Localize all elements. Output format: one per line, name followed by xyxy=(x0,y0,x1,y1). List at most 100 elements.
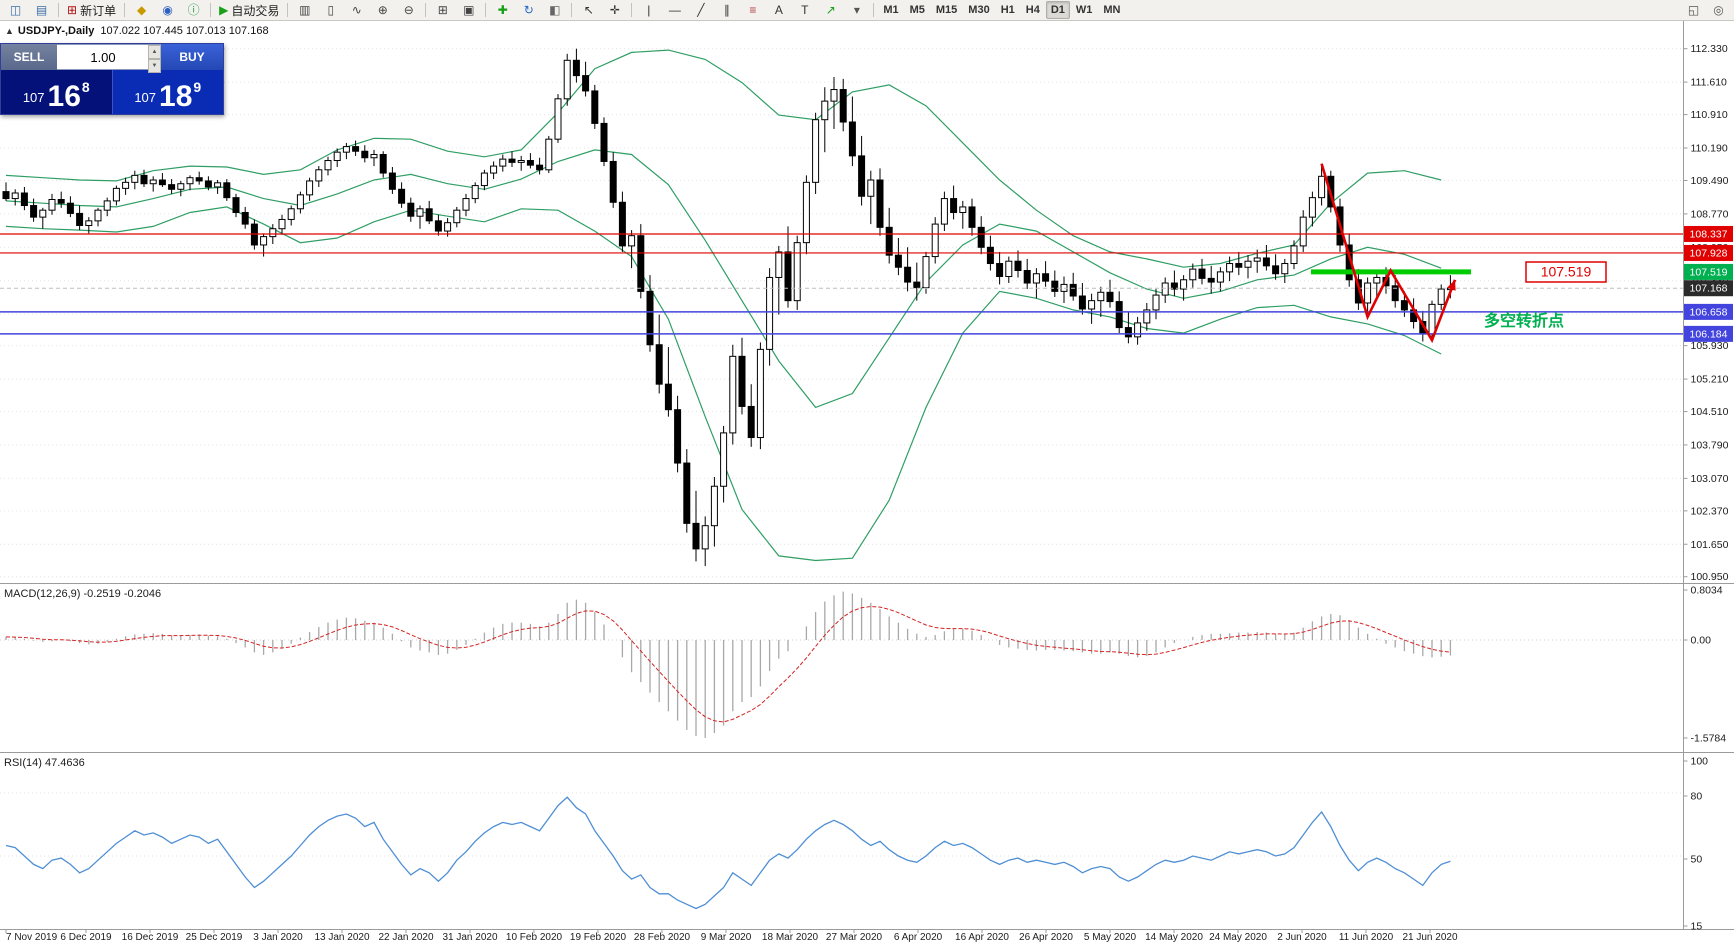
arrows-icon[interactable]: ↗ xyxy=(818,0,843,20)
chart-canvas[interactable]: 107.519 多空转折点 112.330 111.610 110.910 110.190… xyxy=(0,21,1734,945)
svg-text:3 Jan 2020: 3 Jan 2020 xyxy=(253,932,303,943)
price-tag-106.658: 106.658 xyxy=(1684,303,1733,320)
timeframe-d1[interactable]: D1 xyxy=(1045,1,1070,19)
terminal-icon: ⓘ xyxy=(187,3,200,17)
svg-text:0.00: 0.00 xyxy=(1691,635,1712,647)
new-chart-icon[interactable]: ◫ xyxy=(3,0,28,20)
toolbar-separator xyxy=(287,3,289,17)
fibonacci-icon[interactable]: ≡ xyxy=(740,0,765,20)
svg-text:9 Mar 2020: 9 Mar 2020 xyxy=(701,932,752,943)
horizontal-lines[interactable] xyxy=(0,233,1684,335)
bar-chart-icon[interactable]: ▥ xyxy=(292,0,317,20)
svg-text:16 Dec 2019: 16 Dec 2019 xyxy=(122,932,179,943)
svg-text:108.770: 108.770 xyxy=(1691,208,1729,220)
svg-text:26 Apr 2020: 26 Apr 2020 xyxy=(1019,932,1073,943)
cursor-icon[interactable]: ↖ xyxy=(576,0,601,20)
sell-button[interactable]: SELL xyxy=(1,44,57,70)
timeframe-w1[interactable]: W1 xyxy=(1075,4,1093,16)
svg-text:19 Feb 2020: 19 Feb 2020 xyxy=(570,932,627,943)
price-grid xyxy=(0,48,1684,578)
profiles-icon[interactable]: ▤ xyxy=(29,0,54,20)
period-cycle-icon: ↻ xyxy=(523,3,534,17)
tile-windows-icon[interactable]: ⊞ xyxy=(430,0,455,20)
new-chart-icon: ◫ xyxy=(9,3,22,17)
macd-panel: MACD(12,26,9) -0.2519 -0.2046 0.8034 0.00 -… xyxy=(0,583,1727,753)
svg-text:107.519: 107.519 xyxy=(1541,264,1592,280)
svg-text:24 May 2020: 24 May 2020 xyxy=(1209,932,1267,943)
timeframe-mn[interactable]: MN xyxy=(1103,4,1121,16)
svg-text:25 Dec 2019: 25 Dec 2019 xyxy=(186,932,243,943)
cascade-windows-icon[interactable]: ▣ xyxy=(456,0,481,20)
timeframe-h1[interactable]: H1 xyxy=(1000,4,1015,16)
svg-text:10 Feb 2020: 10 Feb 2020 xyxy=(506,932,563,943)
svg-text:15: 15 xyxy=(1691,921,1703,933)
cursor-icon: ↖ xyxy=(583,3,594,17)
navigator-icon[interactable]: ◉ xyxy=(155,0,180,20)
volume-input[interactable] xyxy=(57,45,161,69)
svg-text:107.928: 107.928 xyxy=(1690,247,1728,259)
candlestick-chart-icon: ▯ xyxy=(327,3,335,17)
templates-icon: ◧ xyxy=(549,3,561,17)
volume-up-icon[interactable]: ▲ xyxy=(148,45,161,59)
svg-text:-1.5784: -1.5784 xyxy=(1691,733,1727,745)
zoom-out-icon: ⊖ xyxy=(403,3,414,17)
toolbar-right-group: ◱ ◎ xyxy=(1681,0,1731,20)
line-chart-icon[interactable]: ∿ xyxy=(344,0,369,20)
trend-zigzag[interactable] xyxy=(1320,163,1457,344)
buy-button[interactable]: BUY xyxy=(161,44,223,70)
one-click-trading-panel: SELL ▲ ▼ BUY 107 16 8 107 18 9 xyxy=(0,43,224,115)
timeframe-m1[interactable]: M1 xyxy=(883,4,899,16)
data-window-icon[interactable]: ◱ xyxy=(1681,0,1706,20)
text-icon: A xyxy=(774,3,783,17)
autotrading-button[interactable]: ▶ 自动交易 xyxy=(215,0,283,20)
templates-icon[interactable]: ◧ xyxy=(542,0,567,20)
panel-dividers xyxy=(0,583,1734,930)
arrows-dropdown-icon[interactable]: ▾ xyxy=(844,0,869,20)
timeframe-h4[interactable]: H4 xyxy=(1025,4,1040,16)
price-axis[interactable]: 112.330 111.610 110.910 110.190 109.490 108.7… xyxy=(1683,21,1734,930)
sell-price-main: 107 xyxy=(22,90,45,105)
main-toolbar: ◫ ▤ ⊞ 新订单 ◆ ◉ ⓘ ▶ 自动交易 ▥ ▯ ∿ ⊕ ⊖ ⊞ ▣ ✚ ↻ ◧ ↖ ✛ | — ╱ ∥ ≡ A T ↗ ▾ M1 M5 M… xyxy=(0,0,1734,21)
volume-down-icon[interactable]: ▼ xyxy=(148,59,161,73)
candlestick-chart-icon[interactable]: ▯ xyxy=(318,0,343,20)
horizontal-line-icon[interactable]: — xyxy=(662,0,687,20)
date-axis[interactable]: 7 Nov 2019 6 Dec 2019 16 Dec 2019 25 Dec 20… xyxy=(5,929,1458,944)
market-watch-icon: ◆ xyxy=(136,3,147,17)
period-cycle-icon[interactable]: ↻ xyxy=(516,0,541,20)
timeframe-m30[interactable]: M30 xyxy=(968,4,990,16)
market-watch-icon[interactable]: ◆ xyxy=(129,0,154,20)
arrows-dropdown-icon: ▾ xyxy=(853,3,860,17)
macd-signal-line xyxy=(5,605,1451,723)
rsi-panel: RSI(14) 47.4636 100 80 50 15 xyxy=(0,752,1708,933)
timeframe-m5[interactable]: M5 xyxy=(909,4,925,16)
price-tag-107.168: 107.168 xyxy=(1684,280,1733,297)
svg-text:7 Nov 2019: 7 Nov 2019 xyxy=(6,932,58,943)
crosshair-icon[interactable]: ✛ xyxy=(602,0,627,20)
vertical-line-icon[interactable]: | xyxy=(636,0,661,20)
cn-note[interactable]: 多空转折点 xyxy=(1484,311,1564,330)
timeframe-m15[interactable]: M15 xyxy=(935,4,958,16)
sell-price-display[interactable]: 107 16 8 xyxy=(1,70,113,114)
search-icon[interactable]: ◎ xyxy=(1706,0,1731,20)
buy-price-display[interactable]: 107 18 9 xyxy=(112,70,223,114)
text-label-icon[interactable]: T xyxy=(792,0,817,20)
zoom-in-icon[interactable]: ⊕ xyxy=(370,0,395,20)
buy-price-main: 107 xyxy=(134,90,157,105)
text-icon[interactable]: A xyxy=(766,0,791,20)
new-order-button-label: 新订单 xyxy=(80,3,117,18)
trendline-icon[interactable]: ╱ xyxy=(688,0,713,20)
terminal-icon[interactable]: ⓘ xyxy=(181,0,206,20)
zoom-out-icon[interactable]: ⊖ xyxy=(396,0,421,20)
svg-text:18 Mar 2020: 18 Mar 2020 xyxy=(762,932,819,943)
add-indicator-icon[interactable]: ✚ xyxy=(490,0,515,20)
svg-text:16 Apr 2020: 16 Apr 2020 xyxy=(955,932,1009,943)
price-annotation-label[interactable]: 107.519 xyxy=(1525,261,1607,283)
toolbar-separator xyxy=(58,3,59,17)
new-order-button[interactable]: ⊞ 新订单 xyxy=(63,0,120,20)
autotrading-button: ▶ xyxy=(219,3,229,17)
arrows-icon: ↗ xyxy=(825,3,836,17)
channel-icon[interactable]: ∥ xyxy=(714,0,739,20)
svg-text:107.519: 107.519 xyxy=(1690,266,1728,278)
svg-text:109.490: 109.490 xyxy=(1691,175,1729,187)
zigzag-arrowhead xyxy=(1447,279,1456,291)
